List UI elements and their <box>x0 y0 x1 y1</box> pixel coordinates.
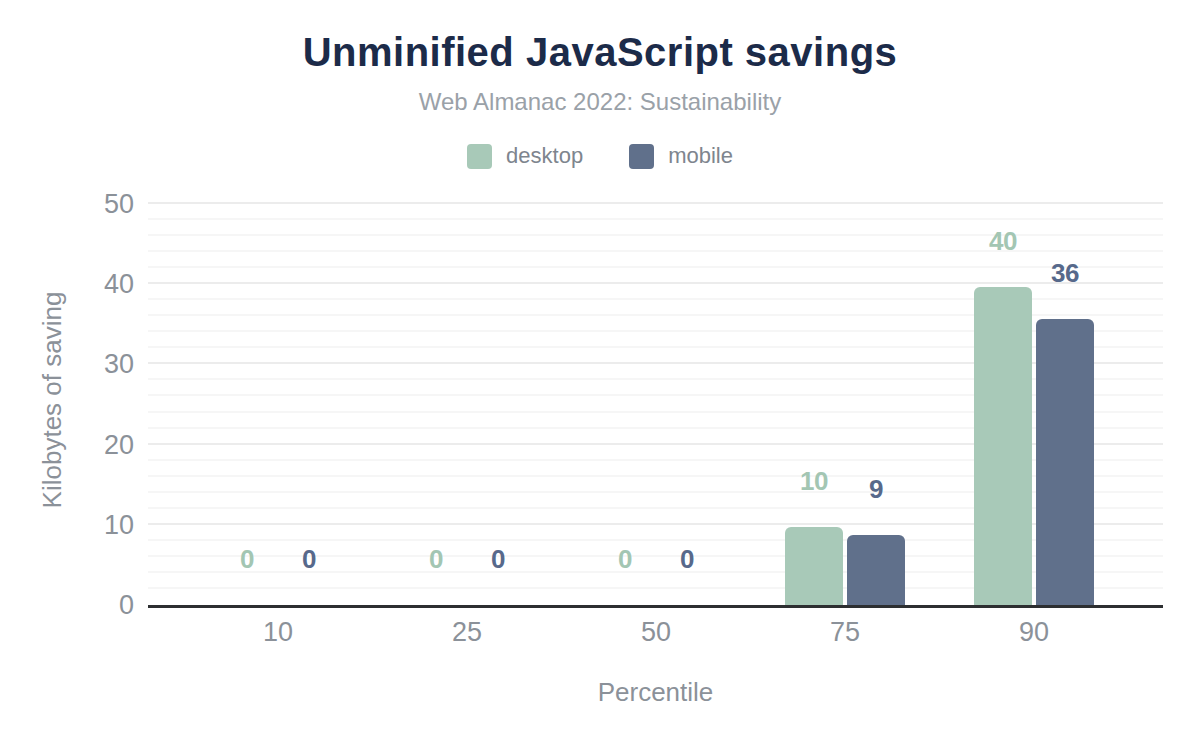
y-tick-40: 40 <box>104 271 134 298</box>
legend-label-desktop: desktop <box>506 143 583 169</box>
x-tick-10: 10 <box>263 619 293 646</box>
bar-mobile-90 <box>1036 319 1094 605</box>
y-tick-30: 30 <box>104 351 134 378</box>
gridline <box>148 202 1163 204</box>
bar-desktop-75 <box>785 527 843 605</box>
x-tick-25: 25 <box>452 619 482 646</box>
value-label-mobile-25: 0 <box>491 546 505 572</box>
chart-subtitle: Web Almanac 2022: Sustainability <box>0 88 1200 116</box>
value-label-desktop-75: 10 <box>800 468 828 494</box>
value-label-desktop-25: 0 <box>429 546 443 572</box>
y-tick-0: 0 <box>119 592 134 619</box>
plot-area: 0102030405010255075900001040000936 <box>148 190 1163 608</box>
value-label-desktop-90: 40 <box>989 228 1017 254</box>
value-label-mobile-90: 36 <box>1051 260 1079 286</box>
value-label-desktop-50: 0 <box>618 546 632 572</box>
chart-title: Unminified JavaScript savings <box>0 30 1200 75</box>
legend-item-desktop: desktop <box>467 143 583 169</box>
y-tick-10: 10 <box>104 511 134 538</box>
bar-mobile-75 <box>847 535 905 605</box>
x-tick-75: 75 <box>830 619 860 646</box>
mobile-swatch-icon <box>629 144 654 169</box>
y-axis-title: Kilobytes of saving <box>37 292 68 509</box>
x-tick-50: 50 <box>641 619 671 646</box>
gridline <box>148 266 1163 268</box>
y-tick-20: 20 <box>104 431 134 458</box>
legend-item-mobile: mobile <box>629 143 733 169</box>
x-tick-90: 90 <box>1019 619 1049 646</box>
value-label-mobile-10: 0 <box>302 546 316 572</box>
value-label-mobile-75: 9 <box>869 476 883 502</box>
y-tick-50: 50 <box>104 191 134 218</box>
desktop-swatch-icon <box>467 144 492 169</box>
value-label-mobile-50: 0 <box>680 546 694 572</box>
gridline <box>148 282 1163 284</box>
legend: desktop mobile <box>0 143 1200 169</box>
legend-label-mobile: mobile <box>668 143 733 169</box>
x-axis-title: Percentile <box>148 677 1163 708</box>
bar-desktop-90 <box>974 287 1032 605</box>
gridline <box>148 218 1163 220</box>
value-label-desktop-10: 0 <box>240 546 254 572</box>
chart-figure: Unminified JavaScript savings Web Almana… <box>0 0 1200 742</box>
